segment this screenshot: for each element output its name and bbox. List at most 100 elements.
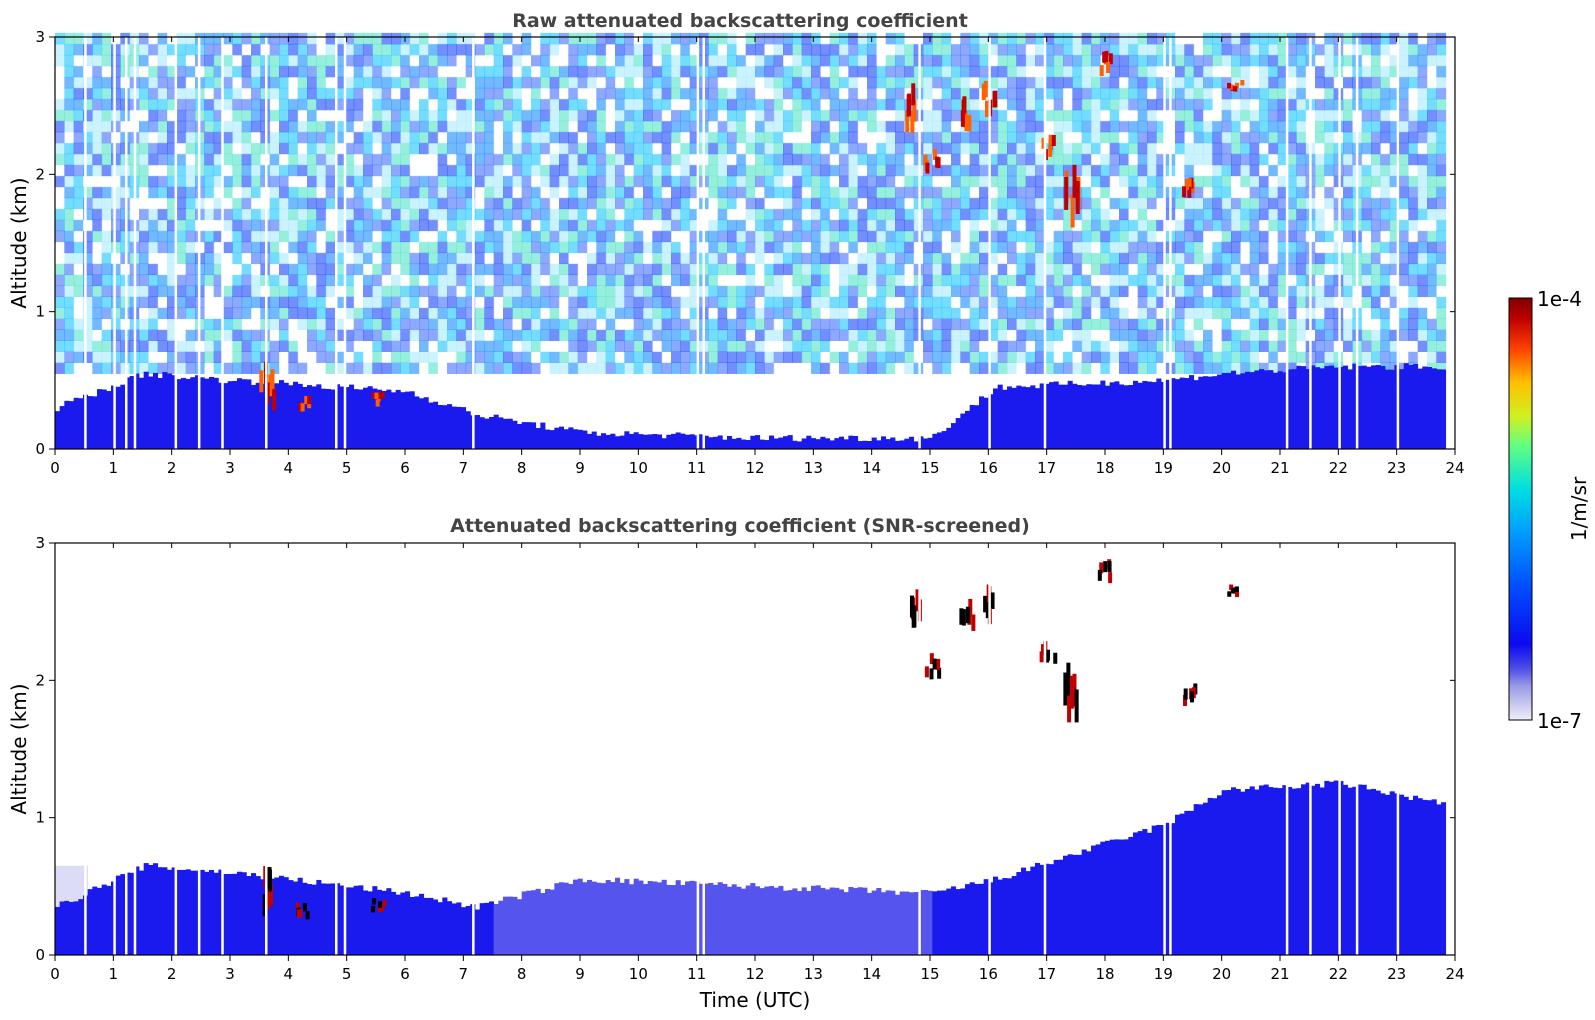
noise-cell bbox=[587, 296, 597, 309]
noise-cell bbox=[792, 274, 803, 287]
noise-cell bbox=[1203, 65, 1213, 78]
noise-cell bbox=[1137, 164, 1148, 177]
noise-cell bbox=[895, 142, 905, 155]
noise-cell bbox=[1053, 32, 1064, 45]
noise-cell bbox=[251, 329, 261, 342]
noise-cell bbox=[1025, 164, 1036, 177]
noise-cell bbox=[848, 219, 859, 232]
noise-cell bbox=[1277, 329, 1288, 342]
noise-cell bbox=[521, 54, 532, 67]
noise-cell bbox=[465, 54, 476, 67]
noise-cell bbox=[671, 296, 681, 309]
noise-cell bbox=[1053, 219, 1064, 232]
noise-cell bbox=[727, 296, 737, 309]
noise-cell bbox=[307, 296, 317, 309]
noise-cell bbox=[1184, 351, 1195, 363]
noise-cell bbox=[213, 54, 224, 67]
noise-cell bbox=[624, 296, 635, 309]
noise-cell bbox=[1324, 252, 1335, 265]
noise-cell bbox=[652, 131, 663, 144]
noise-cell bbox=[381, 65, 392, 78]
noise-cell bbox=[792, 318, 803, 331]
noise-cell bbox=[1240, 32, 1251, 45]
noise-cell bbox=[1184, 329, 1195, 342]
noise-cell bbox=[568, 208, 579, 221]
noise-cell bbox=[1156, 43, 1167, 56]
noise-cell bbox=[111, 285, 121, 298]
noise-cell bbox=[885, 252, 896, 265]
noise-cell bbox=[885, 241, 896, 254]
boundary-layer-column bbox=[69, 401, 75, 449]
noise-cell bbox=[979, 208, 989, 221]
noise-cell bbox=[1249, 120, 1260, 133]
noise-cell bbox=[1053, 252, 1064, 265]
noise-cell bbox=[1119, 142, 1129, 155]
noise-cell bbox=[73, 186, 84, 199]
noise-cell bbox=[531, 54, 541, 67]
noise-cell bbox=[73, 65, 84, 78]
noise-cell bbox=[727, 263, 737, 276]
noise-cell bbox=[325, 32, 336, 45]
noise-cell bbox=[176, 340, 187, 352]
noise-cell bbox=[1436, 230, 1447, 243]
noise-cell bbox=[111, 131, 121, 144]
noise-cell bbox=[792, 87, 803, 100]
noise-cell bbox=[185, 340, 196, 352]
noise-cell bbox=[269, 362, 280, 374]
boundary-layer-column bbox=[1263, 370, 1269, 449]
noise-cell bbox=[1035, 76, 1045, 89]
noise-cell bbox=[1343, 109, 1353, 122]
noise-cell bbox=[1109, 307, 1120, 320]
noise-cell bbox=[596, 340, 607, 352]
noise-cell bbox=[783, 241, 793, 254]
noise-cell bbox=[512, 43, 523, 56]
noise-cell bbox=[755, 142, 765, 155]
noise-cell bbox=[1436, 296, 1447, 309]
noise-cell bbox=[1007, 142, 1017, 155]
noise-cell bbox=[353, 153, 364, 166]
noise-cell bbox=[503, 263, 513, 276]
noise-cell bbox=[1231, 230, 1241, 243]
noise-cell bbox=[503, 351, 513, 363]
noise-cell bbox=[1025, 197, 1036, 210]
noise-cell bbox=[895, 230, 905, 243]
noise-cell bbox=[185, 54, 196, 67]
noise-cell bbox=[251, 175, 261, 188]
noise-cell bbox=[64, 241, 75, 254]
noise-cell bbox=[1371, 120, 1381, 133]
noise-cell bbox=[391, 142, 401, 155]
noise-cell bbox=[633, 87, 644, 100]
boundary-layer-column bbox=[899, 440, 905, 449]
noise-cell bbox=[867, 208, 877, 221]
noise-cell bbox=[1249, 208, 1260, 221]
noise-cell bbox=[1324, 54, 1335, 67]
noise-cell bbox=[773, 109, 784, 122]
noise-cell bbox=[456, 197, 467, 210]
noise-cell bbox=[1361, 43, 1372, 56]
noise-cell bbox=[157, 131, 168, 144]
noise-cell bbox=[335, 153, 345, 166]
noise-cell bbox=[1436, 65, 1447, 78]
noise-cell bbox=[633, 98, 644, 111]
boundary-layer-column bbox=[699, 434, 705, 449]
noise-cell bbox=[167, 175, 177, 188]
noise-cell bbox=[101, 43, 112, 56]
noise-cell bbox=[335, 296, 345, 309]
noise-cell bbox=[689, 219, 700, 232]
noise-cell bbox=[615, 252, 625, 265]
noise-cell bbox=[363, 230, 373, 243]
noise-cell bbox=[1193, 175, 1204, 188]
noise-cell bbox=[335, 43, 345, 56]
noise-cell bbox=[400, 54, 411, 67]
noise-cell bbox=[624, 241, 635, 254]
noise-cell bbox=[951, 230, 961, 243]
noise-cell bbox=[1361, 175, 1372, 188]
noise-cell bbox=[353, 307, 364, 320]
noise-cell bbox=[64, 142, 75, 155]
noise-cell bbox=[1016, 351, 1027, 363]
noise-cell bbox=[1231, 76, 1241, 89]
noise-cell bbox=[587, 32, 597, 45]
boundary-layer-column bbox=[1137, 382, 1143, 449]
noise-cell bbox=[1128, 153, 1139, 166]
noise-cell bbox=[213, 131, 224, 144]
